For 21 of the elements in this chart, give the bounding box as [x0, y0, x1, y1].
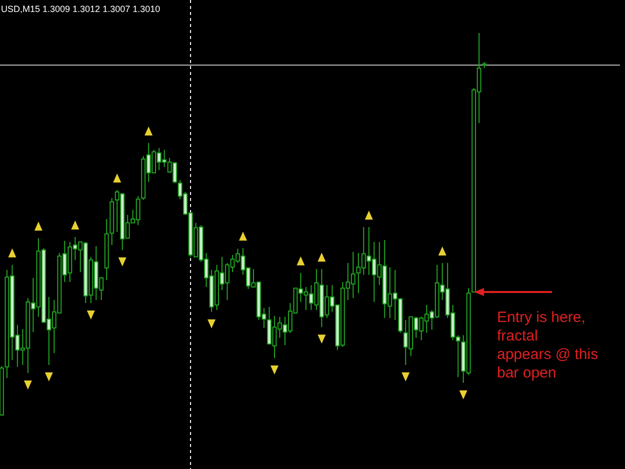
text: Entry is here, fractal appears @ this bar open — [497, 309, 598, 382]
point — [44, 372, 53, 382]
point — [118, 257, 126, 266]
point — [113, 174, 122, 183]
point — [239, 232, 247, 241]
point — [364, 210, 373, 220]
point — [71, 220, 80, 230]
point — [270, 366, 278, 375]
point — [402, 372, 410, 382]
chart-title: USD,M15 1.3009 1.3012 1.3007 1.3010 — [1, 4, 160, 14]
point — [318, 334, 326, 344]
point — [318, 252, 326, 262]
point — [8, 248, 16, 258]
point — [86, 310, 95, 320]
point — [144, 126, 153, 136]
point — [208, 319, 216, 328]
point — [24, 380, 32, 390]
point — [459, 390, 468, 400]
point — [438, 246, 446, 256]
point — [34, 222, 42, 231]
point — [296, 256, 305, 266]
